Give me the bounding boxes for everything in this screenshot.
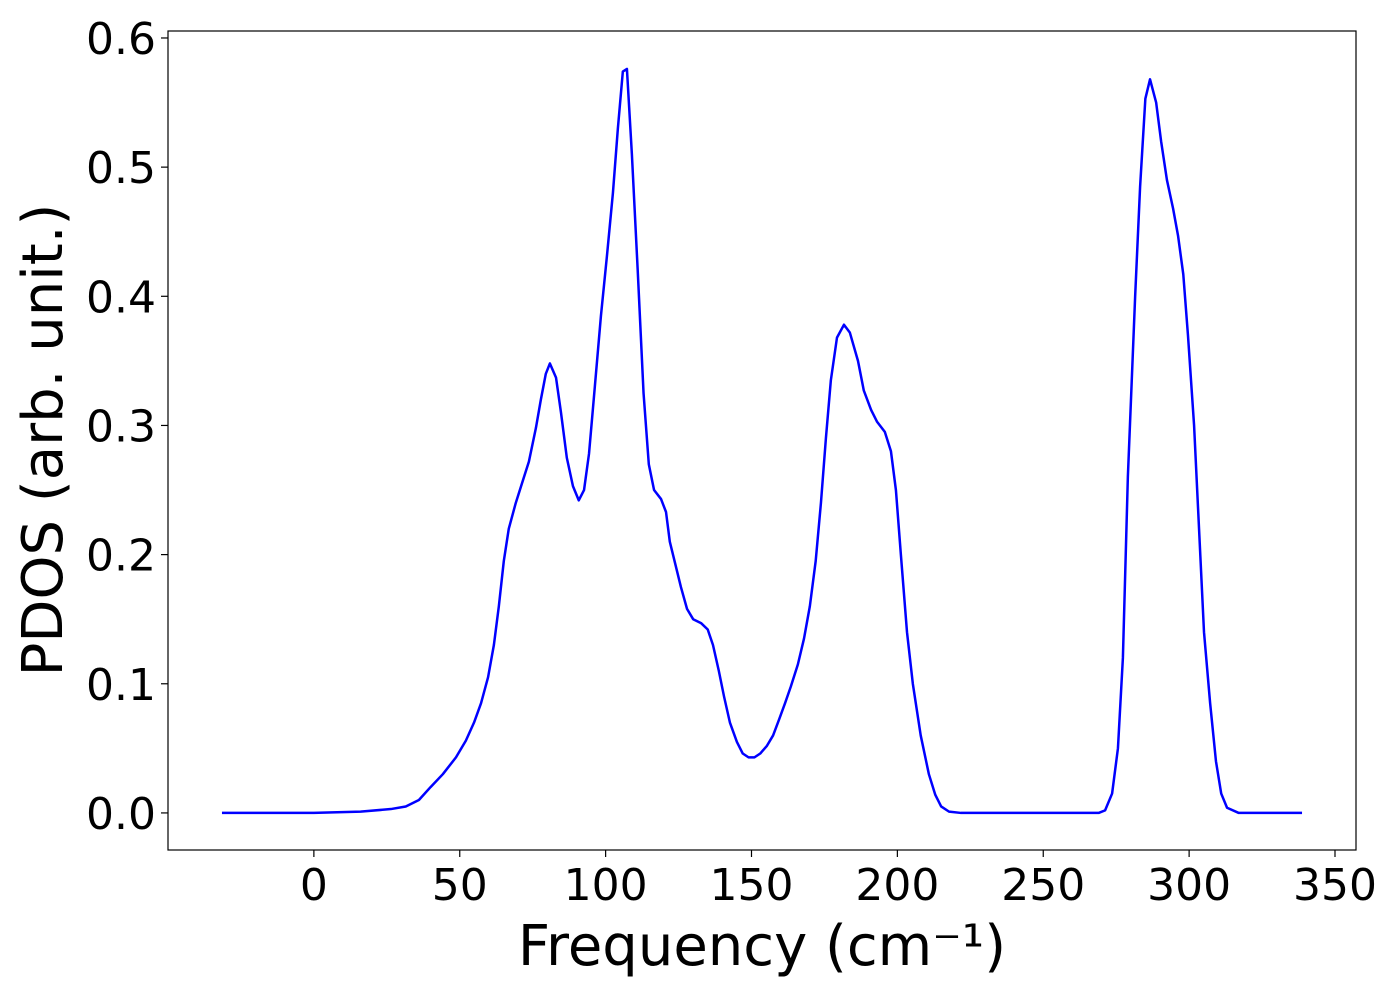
x-tick-label: 350 xyxy=(1293,860,1377,911)
y-tick-label: 0.0 xyxy=(86,789,156,840)
x-tick-label: 100 xyxy=(564,860,648,911)
x-tick-label: 200 xyxy=(855,860,939,911)
x-tick-label: 150 xyxy=(710,860,794,911)
y-tick-label: 0.1 xyxy=(86,660,156,711)
x-tick-label: 0 xyxy=(300,860,328,911)
y-tick-label: 0.3 xyxy=(86,401,156,452)
y-tick-label: 0.4 xyxy=(86,272,156,323)
x-tick-label: 250 xyxy=(1001,860,1085,911)
x-tick-label: 300 xyxy=(1147,860,1231,911)
x-axis-label: Frequency (cm⁻¹) xyxy=(518,914,1006,979)
y-tick-label: 0.2 xyxy=(86,531,156,582)
y-tick-label: 0.5 xyxy=(86,143,156,194)
plot-frame xyxy=(167,30,1357,851)
y-tick-label: 0.6 xyxy=(86,14,156,65)
y-axis-label: PDOS (arb. unit.) xyxy=(11,204,76,677)
x-tick-label: 50 xyxy=(432,860,488,911)
line-series xyxy=(221,67,1303,815)
